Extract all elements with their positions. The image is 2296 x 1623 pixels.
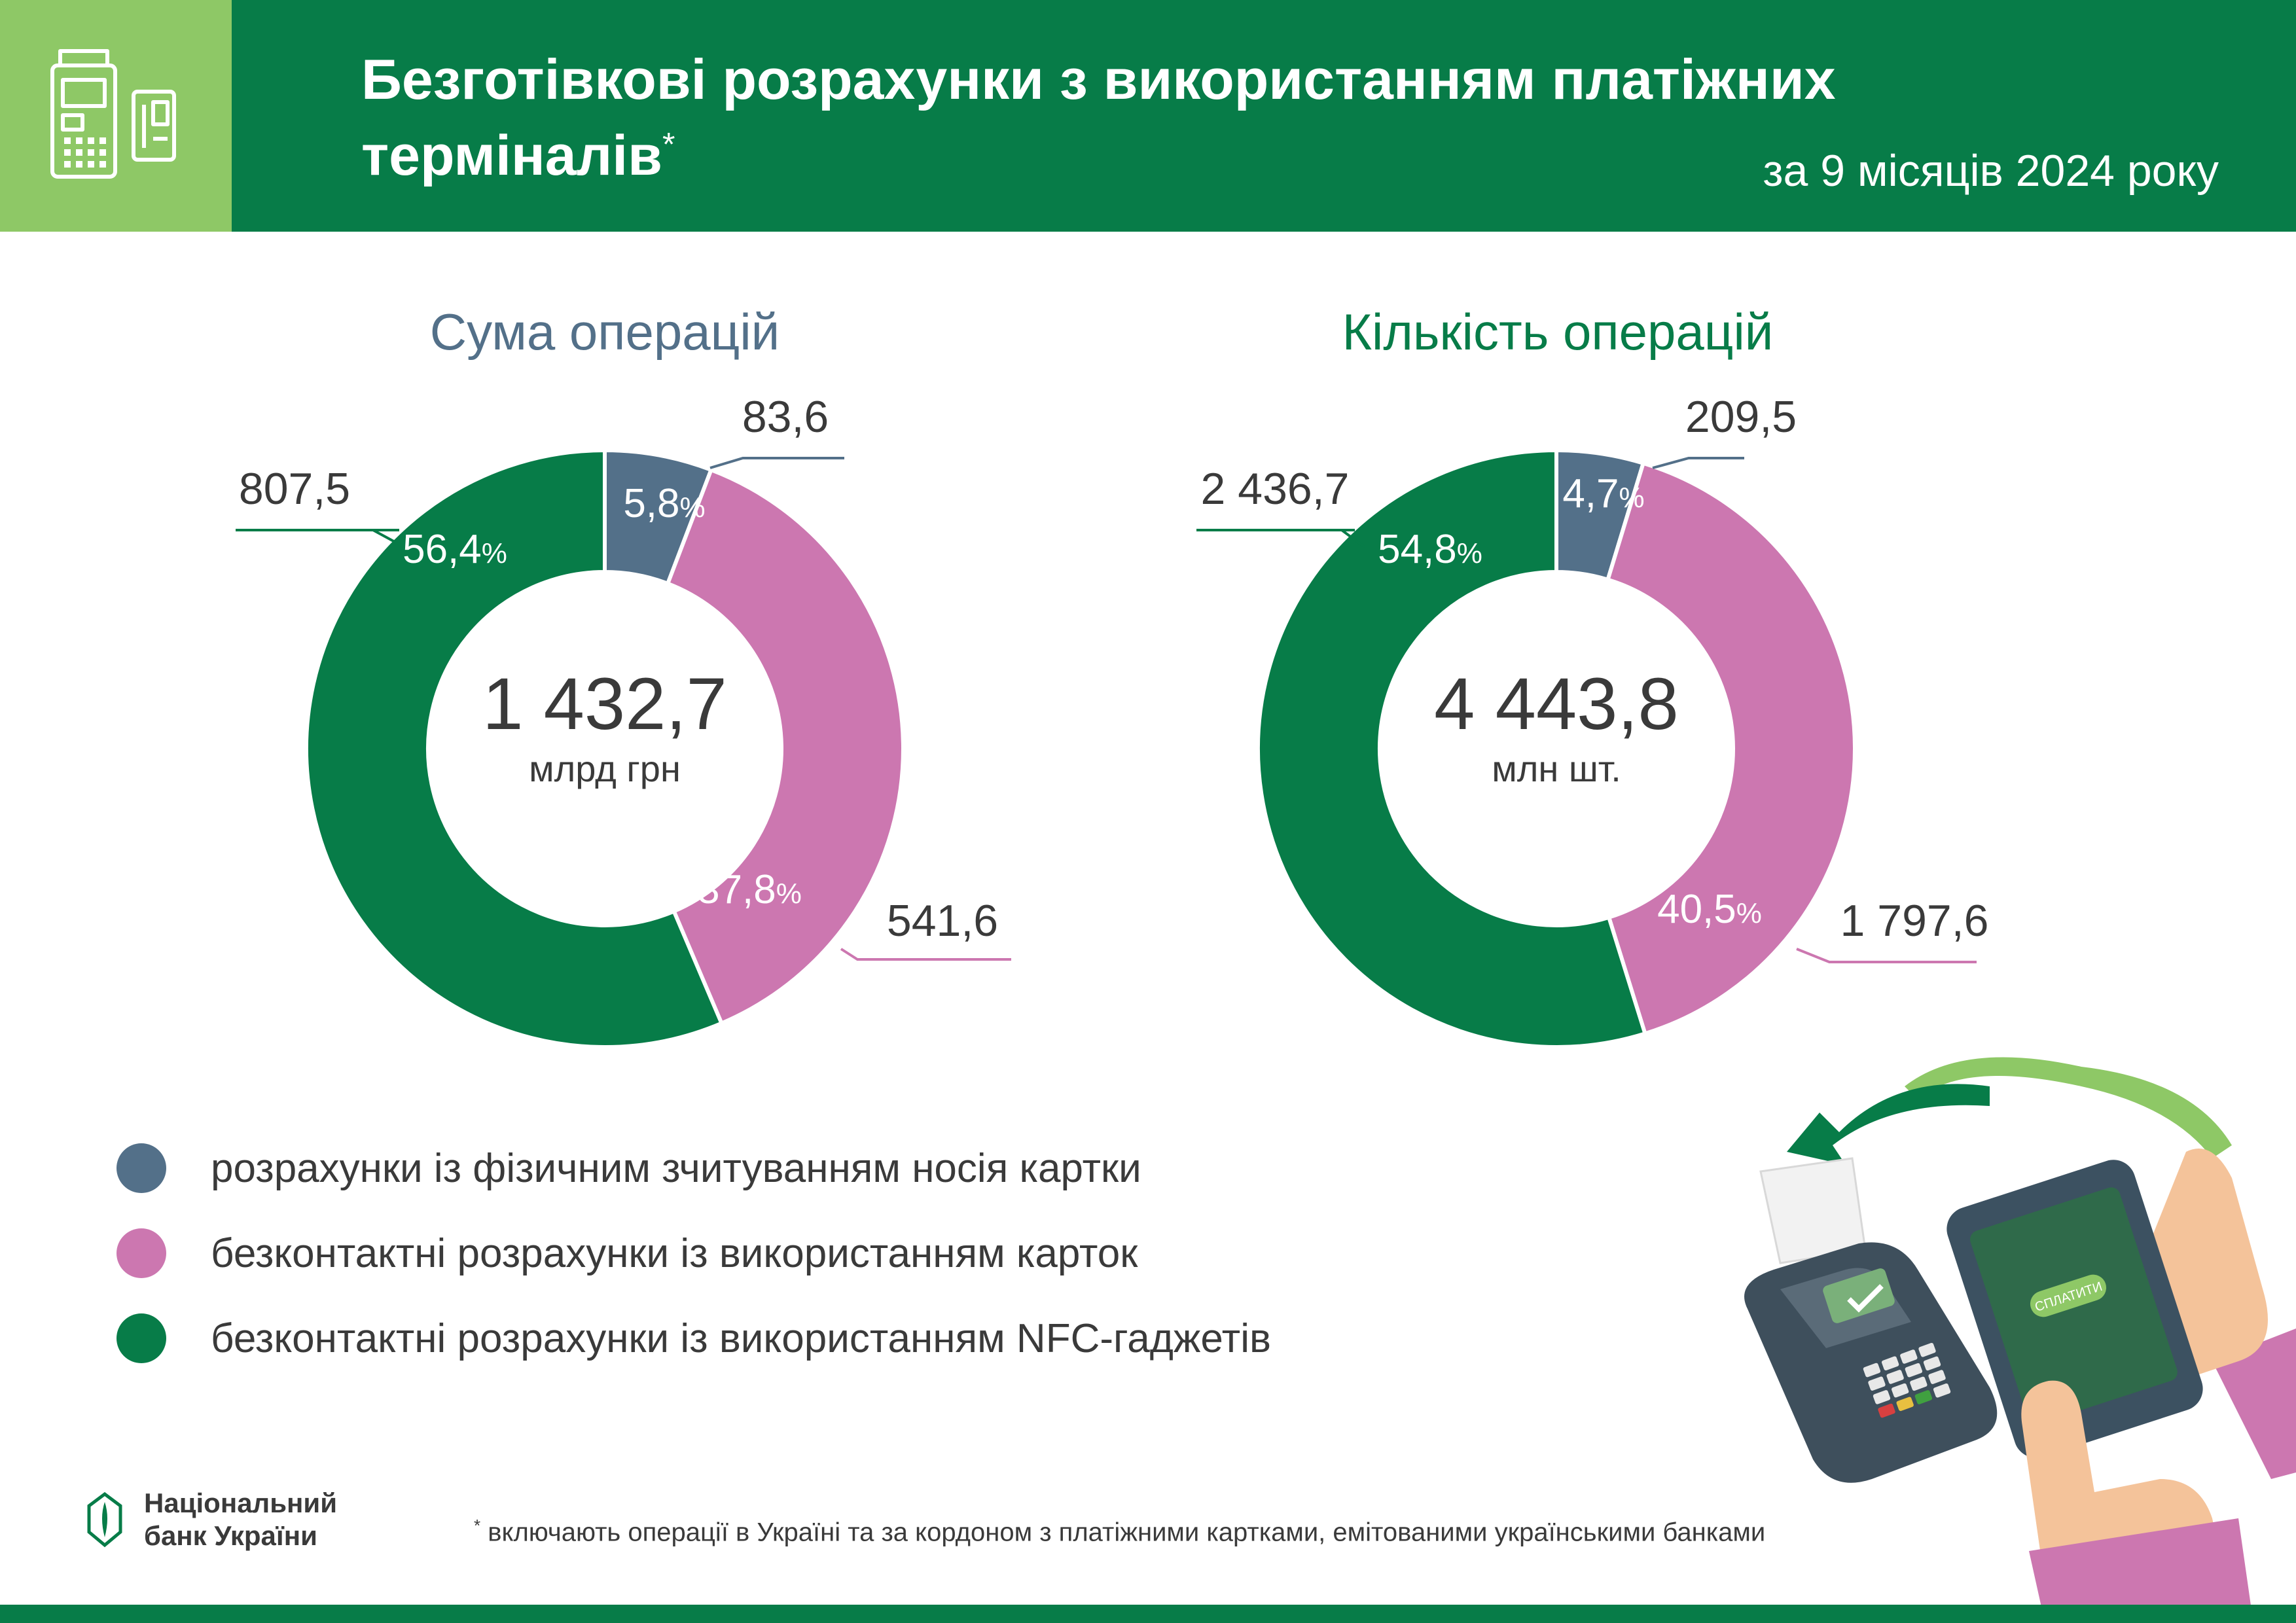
leader-line-sum-1 [840,948,1011,961]
legend-item: розрахунки із фізичним зчитуванням носія… [117,1126,1271,1211]
header-icon-box [0,0,232,232]
value-label-count-2: 2 436,7 [1201,464,1350,514]
donut-slice-count-1 [1605,460,1857,1037]
footnote: * включають операції в Україні та за кор… [474,1516,1765,1547]
nbu-emblem-icon [87,1491,122,1548]
pay-button-icon [2030,1274,2107,1317]
unit-label-count: млн шт. [1492,748,1621,789]
leader-line-sum-0 [709,457,844,469]
legend-swatch-physical [117,1143,166,1193]
period-label: за 9 місяців 2024 року [1763,146,2219,196]
title-line-2: терміналів [361,124,663,187]
nbu-name-line-2: банк України [144,1520,317,1551]
value-label-count-1: 1 797,6 [1840,896,1989,946]
payment-illustration: СПЛАТИТИ [1623,1021,2296,1613]
leader-line-count-1 [1796,948,1977,963]
leader-line-count-2 [1196,529,1366,548]
percent-label-count-1: 40,5% [1657,887,1762,932]
pos-terminal-icon [50,49,176,179]
keypad-icon [1863,1342,1951,1418]
title-line-1: Безготівкові розрахунки з використанням … [361,48,1836,111]
arrow-green-icon [1787,1084,1990,1165]
legend-swatch-nfc [117,1313,166,1363]
legend-label: безконтактні розрахунки із використанням… [211,1230,1138,1276]
value-label-sum-1: 541,6 [887,896,998,946]
legend: розрахунки із фізичним зчитуванням носія… [117,1126,1271,1381]
donut-slice-sum-1 [665,467,906,1026]
nbu-logo: Національний банк України [85,1487,337,1552]
terminal-screen-icon [1823,1268,1895,1323]
value-label-sum-2: 807,5 [239,464,350,514]
nbu-name: Національний банк України [144,1487,337,1552]
sleeve-icon [2212,1329,2296,1479]
arrow-light-icon [1905,1057,2232,1158]
value-label-sum-0: 83,6 [742,392,829,442]
total-label-count: 4 443,8 [1434,663,1679,745]
sleeve-bottom-icon [2029,1518,2251,1610]
unit-label-sum: млрд грн [529,748,681,789]
footnote-text: включають операції в Україні та за кордо… [480,1518,1766,1547]
page-title: Безготівкові розрахунки з використанням … [361,42,1998,194]
legend-item: безконтактні розрахунки із використанням… [117,1211,1271,1296]
donut-slice-count-2 [1256,448,1648,1049]
donut-slice-sum-2 [304,448,725,1049]
donut-charts: 5,8%83,637,8%541,656,4%807,51 432,7млрд … [236,392,1989,1049]
leader-line-sum-2 [236,529,405,548]
footnote-mark: * [474,1516,481,1535]
nbu-name-line-1: Національний [144,1488,338,1518]
legend-swatch-contactless-cards [117,1228,166,1278]
header-bar: Безготівкові розрахунки з використанням … [0,0,2296,232]
total-label-sum: 1 432,7 [482,663,727,745]
percent-label-sum-1: 37,8% [697,867,802,912]
legend-item: безконтактні розрахунки із використанням… [117,1296,1271,1381]
legend-label: розрахунки із фізичним зчитуванням носія… [211,1145,1141,1191]
bottom-bar [0,1605,2296,1623]
value-label-count-0: 209,5 [1685,392,1797,442]
leader-line-count-0 [1652,457,1744,469]
title-footnote-mark: * [662,126,675,163]
chart-title-count: Кількість операцій [1342,303,1774,361]
legend-label: безконтактні розрахунки із використанням… [211,1315,1271,1361]
chart-title-sum: Сума операцій [429,303,780,361]
